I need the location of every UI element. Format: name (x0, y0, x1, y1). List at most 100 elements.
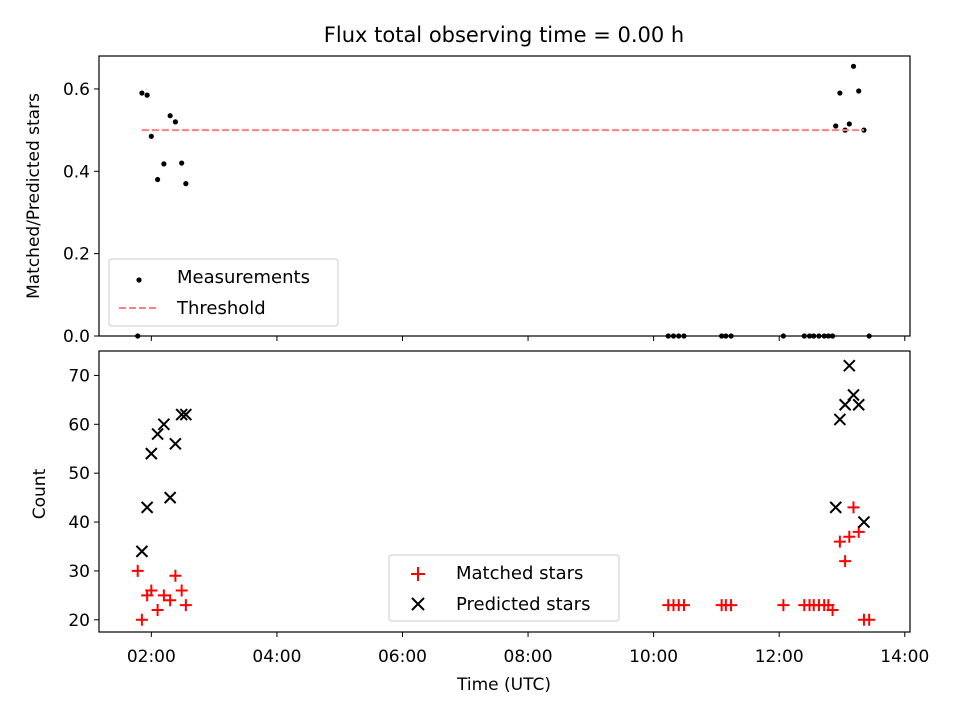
matched-star-point (725, 599, 738, 612)
measurement-point (670, 333, 677, 339)
predicted-star-point (179, 408, 193, 421)
matched-star-point (777, 599, 790, 612)
measurement-point (719, 333, 725, 339)
measurement-point (806, 333, 813, 339)
measurement-point (144, 92, 150, 98)
measurement-point (167, 113, 173, 119)
measurement-point (801, 333, 807, 339)
measurement-point (821, 333, 827, 339)
predicted-star-point (175, 408, 188, 421)
measurement-point (179, 160, 185, 166)
matched-star-point (179, 599, 192, 612)
legend-measurements-label: Measurements (177, 267, 310, 288)
matched-star-point (863, 613, 876, 626)
x-axis-label: Time (UTC) (456, 675, 551, 695)
top-legend: Measurements Threshold (108, 258, 339, 327)
predicted-star-point (145, 447, 158, 460)
y-tick-label: 40 (68, 513, 90, 533)
y-tick-label: 0.0 (63, 327, 90, 347)
matched-star-point (164, 594, 177, 607)
top-legend-frame (108, 258, 339, 327)
matched-star-point (131, 564, 144, 577)
predicted-star-point (140, 501, 154, 514)
bottom-legend: Matched stars Predicted stars (388, 554, 620, 622)
x-tick-label: 04:00 (252, 647, 301, 667)
bottom-panel: 20 30 40 50 60 70 02:00 04:00 06:00 08:00 10:00 12:… (30, 350, 929, 695)
measurement-point (866, 333, 872, 339)
predicted-star-point (833, 413, 847, 426)
measurement-point (183, 181, 189, 187)
matched-star-point (677, 599, 690, 612)
measurement-point (728, 333, 734, 339)
matched-star-point (833, 535, 846, 548)
predicted-star-point (151, 427, 164, 441)
x-tick-label: 14:00 (880, 647, 929, 667)
predicted-star-point (852, 398, 865, 411)
measurement-point (837, 90, 843, 96)
predicted-star-point (163, 491, 177, 504)
bottom-y-axis-label: Count (30, 468, 50, 519)
x-tick-label: 02:00 (127, 647, 176, 667)
matched-star-point (843, 530, 856, 543)
measurement-point (172, 119, 178, 125)
x-tick-label: 08:00 (504, 647, 553, 667)
measurement-point (148, 133, 154, 139)
predicted-star-point (169, 437, 182, 451)
x-tick-label: 06:00 (378, 647, 427, 667)
matched-star-point (839, 555, 852, 568)
matched-star-point (847, 501, 860, 514)
y-tick-label: 50 (68, 464, 90, 484)
matched-star-point (169, 569, 182, 582)
measurement-point (161, 161, 167, 167)
measurement-point (135, 333, 141, 339)
y-tick-label: 0.6 (63, 80, 90, 100)
legend-matched-label: Matched stars (456, 563, 583, 584)
predicted-star-point (135, 545, 149, 558)
measurement-point (846, 121, 852, 127)
matched-star-point (145, 584, 158, 597)
matched-star-point (826, 604, 839, 617)
predicted-star-point (847, 388, 860, 402)
measurement-point (155, 176, 161, 183)
bottom-legend-frame (388, 554, 620, 622)
measurement-point (850, 63, 857, 69)
predicted-star-point (857, 515, 871, 529)
top-panel: 0.0 0.2 0.4 0.6 Matched/Predicted stars Mea… (24, 55, 911, 347)
measurement-point (816, 333, 822, 339)
legend-predicted-label: Predicted stars (456, 594, 590, 615)
measurement-point (833, 123, 839, 129)
measurement-point (676, 333, 682, 339)
y-tick-label: 60 (68, 415, 90, 435)
measurement-point (829, 333, 836, 339)
y-tick-label: 0.4 (63, 162, 90, 182)
y-tick-label: 30 (68, 562, 90, 582)
predicted-star-point (829, 501, 842, 514)
x-tick-label: 10:00 (629, 647, 678, 667)
matched-star-point (175, 584, 188, 597)
top-y-axis-label: Matched/Predicted stars (24, 93, 44, 299)
matched-star-point (852, 525, 865, 538)
measurement-point (780, 333, 786, 339)
measurement-point (681, 333, 687, 339)
y-tick-label: 0.2 (63, 245, 90, 265)
measurement-point (723, 333, 729, 339)
y-tick-label: 70 (68, 366, 90, 386)
measurement-point (825, 333, 831, 339)
chart-title: Flux total observing time = 0.00 h (324, 23, 684, 47)
legend-dot-icon (136, 277, 142, 283)
matched-star-point (151, 604, 164, 617)
matched-star-point (135, 613, 148, 626)
matched-star-point (157, 589, 170, 602)
x-tick-label: 12:00 (755, 647, 804, 667)
legend-threshold-label: Threshold (176, 298, 266, 319)
y-tick-label: 20 (68, 611, 90, 631)
measurement-point (856, 88, 862, 94)
measurement-point (139, 90, 145, 96)
measurement-point (811, 333, 817, 339)
predicted-star-point (157, 418, 171, 431)
legend-plus-icon (411, 567, 425, 581)
measurement-point (665, 333, 671, 339)
legend-x-icon (411, 597, 425, 611)
predicted-star-point (843, 359, 856, 372)
